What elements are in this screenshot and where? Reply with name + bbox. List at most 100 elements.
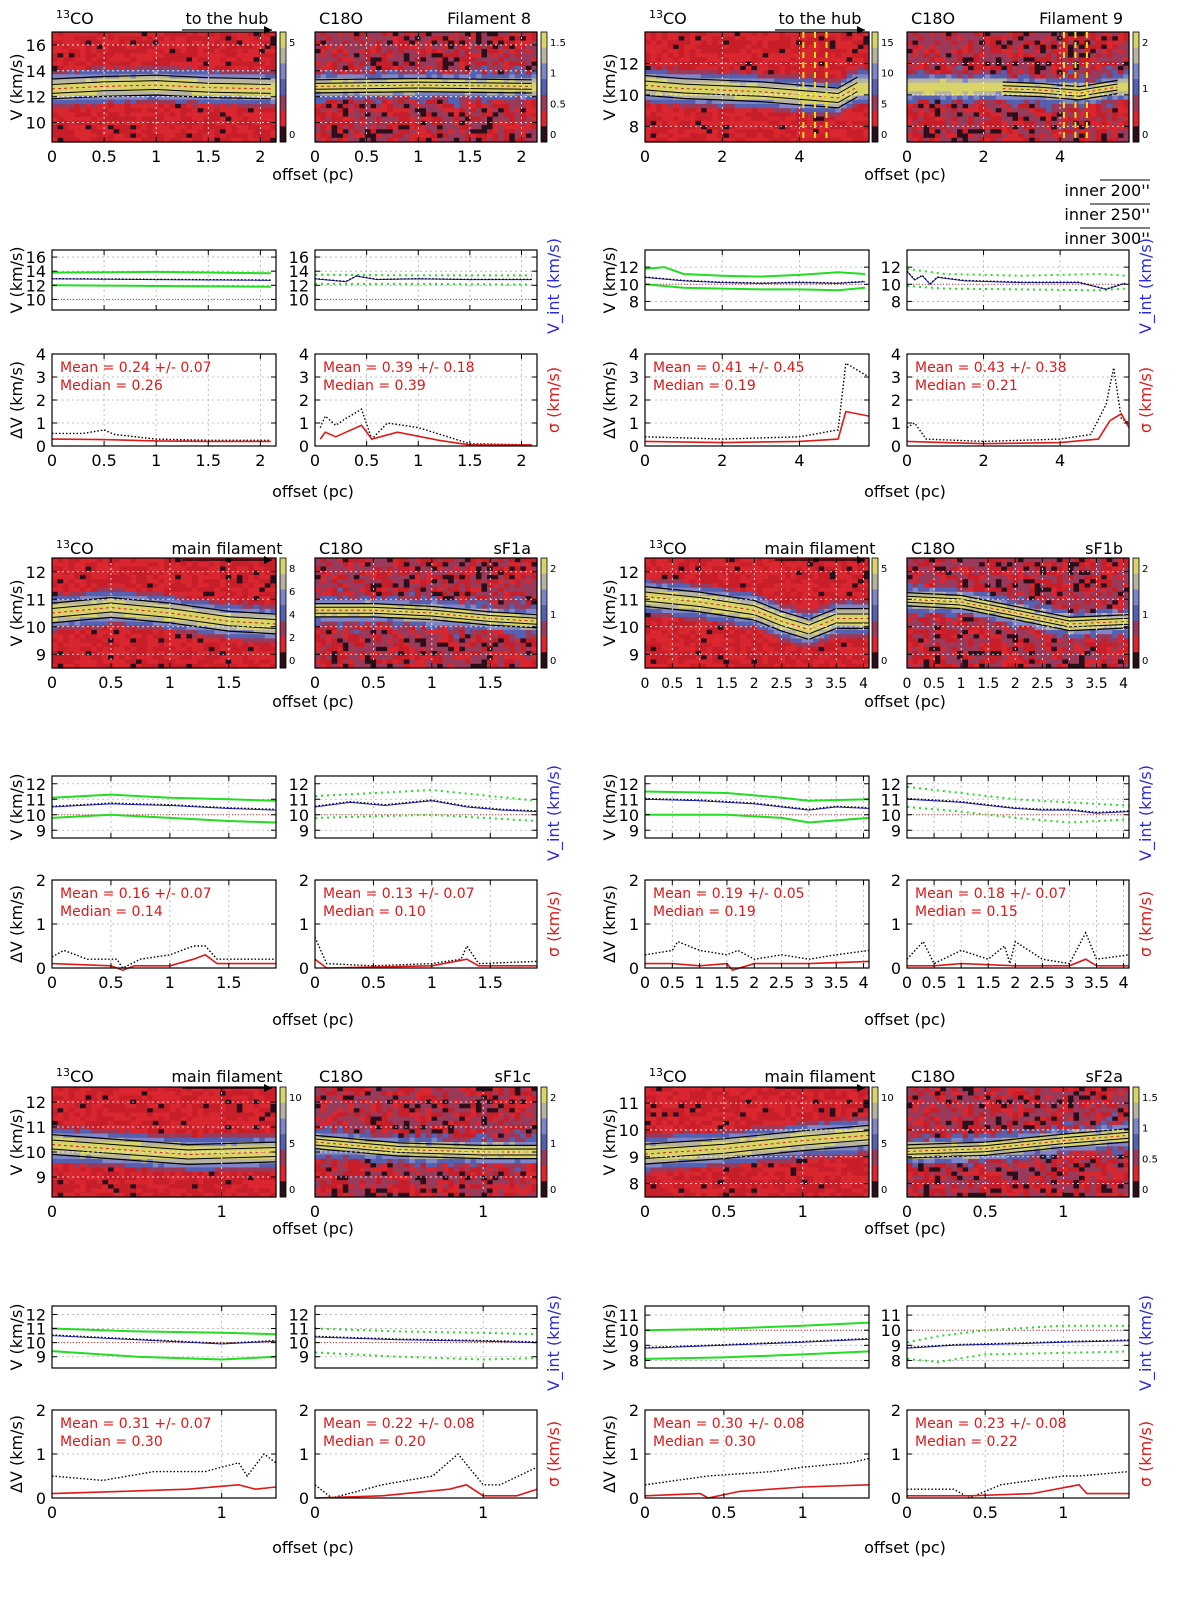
pv-cell bbox=[113, 638, 120, 644]
pv-cell bbox=[91, 638, 98, 644]
pv-cell bbox=[717, 36, 724, 41]
pv-cell bbox=[940, 125, 947, 130]
pv-cell bbox=[918, 44, 925, 50]
pv-cell bbox=[74, 57, 81, 63]
pv-cell bbox=[315, 112, 322, 118]
pv-cell bbox=[1001, 44, 1008, 50]
pv-cell bbox=[197, 112, 204, 118]
pv-cell bbox=[1029, 74, 1036, 80]
pv-cell bbox=[1095, 65, 1102, 71]
pv-cell bbox=[426, 57, 433, 63]
pv-cell bbox=[169, 53, 176, 58]
pv-cell bbox=[740, 53, 747, 58]
pv-cell bbox=[706, 44, 713, 50]
pv-cell bbox=[119, 129, 126, 135]
pv-cell bbox=[957, 103, 964, 109]
pv-cell bbox=[912, 108, 919, 113]
pv-cell bbox=[220, 82, 227, 88]
pv-cell bbox=[348, 116, 355, 122]
pv-cell bbox=[113, 625, 120, 631]
pv-cell bbox=[1034, 125, 1041, 130]
pv-cell bbox=[857, 91, 864, 96]
pv-cell bbox=[745, 125, 752, 130]
pv-cell bbox=[1023, 57, 1030, 63]
pv-cell bbox=[1034, 133, 1041, 139]
pv-cell bbox=[359, 120, 366, 126]
pv-cell bbox=[1006, 137, 1013, 143]
pv-cell bbox=[818, 82, 825, 88]
pv-cell bbox=[712, 65, 719, 71]
pv-cell bbox=[403, 95, 410, 101]
pv-cell bbox=[695, 74, 702, 80]
pv-cell bbox=[481, 129, 488, 135]
pv-cell bbox=[481, 53, 488, 58]
pv-cell bbox=[326, 65, 333, 71]
pv-cell bbox=[751, 125, 758, 130]
pv-cell bbox=[409, 65, 416, 71]
pv-cell bbox=[1101, 125, 1108, 130]
pv-cell bbox=[459, 137, 466, 143]
pv-cell bbox=[824, 116, 831, 122]
pv-cell bbox=[757, 61, 764, 67]
pv-cell bbox=[475, 137, 482, 143]
pv-cell bbox=[929, 70, 936, 75]
pv-cell bbox=[1034, 78, 1041, 84]
pv-cell bbox=[208, 133, 215, 139]
pv-cell bbox=[80, 70, 87, 75]
pv-cell bbox=[1068, 103, 1075, 109]
pv-cell bbox=[734, 99, 741, 105]
pv-cell bbox=[1073, 112, 1080, 118]
pv-cell bbox=[912, 116, 919, 122]
pv-cell bbox=[525, 133, 532, 139]
pv-cell bbox=[63, 617, 70, 622]
pv-cell bbox=[907, 116, 914, 122]
pv-cell bbox=[1090, 120, 1097, 126]
pv-cell bbox=[689, 78, 696, 84]
pv-cell bbox=[768, 57, 775, 63]
pv-cell bbox=[1051, 61, 1058, 67]
pv-cell bbox=[370, 112, 377, 118]
pv-cell bbox=[91, 600, 98, 606]
pv-cell bbox=[667, 78, 674, 84]
pv-cell bbox=[242, 57, 249, 63]
upper-envelope-line bbox=[644, 266, 866, 278]
pv-cell bbox=[337, 40, 344, 46]
pv-cell bbox=[762, 57, 769, 63]
pv-cell bbox=[96, 44, 103, 50]
pv-cell bbox=[392, 103, 399, 109]
pv-cell bbox=[824, 129, 831, 135]
pv-cell bbox=[684, 40, 691, 46]
pv-cell bbox=[984, 129, 991, 135]
pv-cell bbox=[231, 133, 238, 139]
pv-cell bbox=[387, 53, 394, 58]
pv-cell bbox=[701, 61, 708, 67]
pv-cell bbox=[650, 78, 657, 84]
pv-cell bbox=[852, 120, 859, 126]
pv-cell bbox=[492, 99, 499, 105]
pv-cell bbox=[225, 53, 232, 58]
pv-cell bbox=[348, 137, 355, 143]
pv-cell bbox=[475, 57, 482, 63]
pv-cell bbox=[102, 625, 109, 631]
pv-cell bbox=[863, 48, 870, 54]
pv-cell bbox=[846, 133, 853, 139]
pv-cell bbox=[85, 591, 92, 597]
x-tick-label: 0 bbox=[640, 451, 650, 470]
pv-cell bbox=[779, 91, 786, 96]
pv-cell bbox=[57, 120, 64, 126]
pv-cell bbox=[186, 120, 193, 126]
pv-cell bbox=[818, 48, 825, 54]
pv-cell bbox=[80, 646, 87, 652]
pv-cell bbox=[426, 44, 433, 50]
pv-cell bbox=[119, 116, 126, 122]
pv-cell bbox=[678, 57, 685, 63]
pv-cell bbox=[63, 78, 70, 84]
pv-cell bbox=[74, 48, 81, 54]
pv-cell bbox=[248, 116, 255, 122]
pv-cell bbox=[796, 48, 803, 54]
pv-cell bbox=[220, 125, 227, 130]
pv-cell bbox=[951, 103, 958, 109]
pv-cell bbox=[1006, 116, 1013, 122]
pv-cell bbox=[846, 74, 853, 80]
pv-cell bbox=[147, 57, 154, 63]
